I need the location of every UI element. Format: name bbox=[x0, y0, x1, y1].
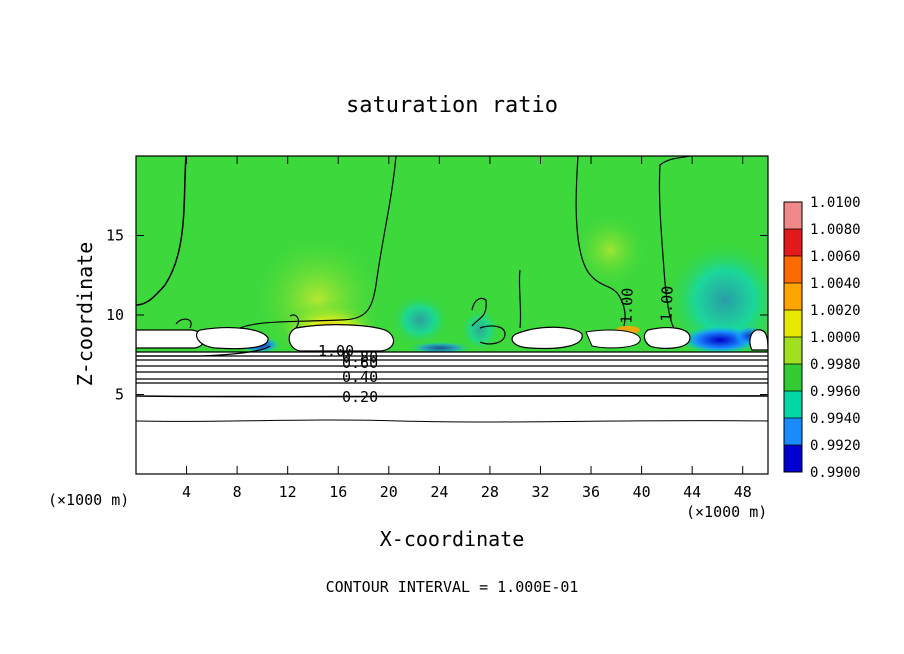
x-unit-left: (×1000 m) bbox=[48, 491, 129, 509]
colorbar-swatch bbox=[784, 256, 802, 283]
colorbar-label: 0.9960 bbox=[810, 384, 861, 400]
plot-area bbox=[136, 156, 768, 474]
colorbar-swatch bbox=[784, 364, 802, 391]
contour-label: 1.00 bbox=[617, 287, 636, 324]
colorbar-label: 1.0100 bbox=[810, 195, 861, 211]
x-tick-label: 20 bbox=[380, 483, 398, 501]
colorbar-label: 1.0040 bbox=[810, 276, 861, 292]
colorbar-swatch bbox=[784, 202, 802, 229]
colorbar-label: 0.9980 bbox=[810, 357, 861, 373]
x-tick-label: 8 bbox=[233, 483, 242, 501]
colorbar-label: 1.0000 bbox=[810, 330, 861, 346]
y-tick-label: 15 bbox=[106, 227, 124, 245]
colorbar-swatch bbox=[784, 337, 802, 364]
colorbar-swatch bbox=[784, 310, 802, 337]
colorbar-label: 1.0060 bbox=[810, 249, 861, 265]
colorbar-label: 1.0020 bbox=[810, 303, 861, 319]
contour-interval-note: CONTOUR INTERVAL = 1.000E-01 bbox=[326, 578, 579, 596]
x-tick-label: 28 bbox=[481, 483, 499, 501]
contour-labels: 1.00 1.00 1.00 0.80 0.60 0.40 0.20 bbox=[318, 285, 677, 406]
contour-label: 0.80 bbox=[342, 348, 378, 366]
x-tick-label: 40 bbox=[633, 483, 651, 501]
colorbar-swatch bbox=[784, 445, 802, 472]
colorbar-label: 0.9940 bbox=[810, 411, 861, 427]
contour-label: 0.40 bbox=[342, 368, 378, 386]
x-unit-right: (×1000 m) bbox=[686, 503, 767, 521]
contour-label: 0.60 bbox=[342, 354, 378, 372]
x-tick-label: 36 bbox=[582, 483, 600, 501]
x-tick-label: 16 bbox=[329, 483, 347, 501]
x-axis-label: X-coordinate bbox=[380, 527, 525, 551]
y-axis-label: Z-coordinate bbox=[73, 242, 97, 387]
x-tick-label: 12 bbox=[279, 483, 297, 501]
x-tick-label: 24 bbox=[430, 483, 448, 501]
x-tick-label: 44 bbox=[683, 483, 701, 501]
contour-lines bbox=[136, 156, 768, 423]
x-tick-label: 32 bbox=[531, 483, 549, 501]
colorbar-label: 0.9920 bbox=[810, 438, 861, 454]
x-tick-label: 4 bbox=[182, 483, 191, 501]
colorbar-swatch bbox=[784, 418, 802, 445]
y-tick-label: 10 bbox=[106, 306, 124, 324]
contour-label: 0.20 bbox=[342, 388, 378, 406]
colorbar: 1.0100 1.0080 1.0060 1.0040 1.0020 1.0000 0.99… bbox=[783, 195, 861, 481]
chart-title: saturation ratio bbox=[346, 93, 558, 118]
contour-label: 1.00 bbox=[318, 342, 354, 360]
colorbar-label: 1.0080 bbox=[810, 222, 861, 238]
colorbar-swatch bbox=[784, 283, 802, 310]
contour-label: 1.00 bbox=[657, 285, 676, 322]
y-tick-label: 5 bbox=[115, 386, 124, 404]
colorbar-swatch bbox=[784, 391, 802, 418]
colorbar-label: 0.9900 bbox=[810, 465, 861, 481]
colorbar-swatch bbox=[784, 229, 802, 256]
x-tick-label: 48 bbox=[734, 483, 752, 501]
